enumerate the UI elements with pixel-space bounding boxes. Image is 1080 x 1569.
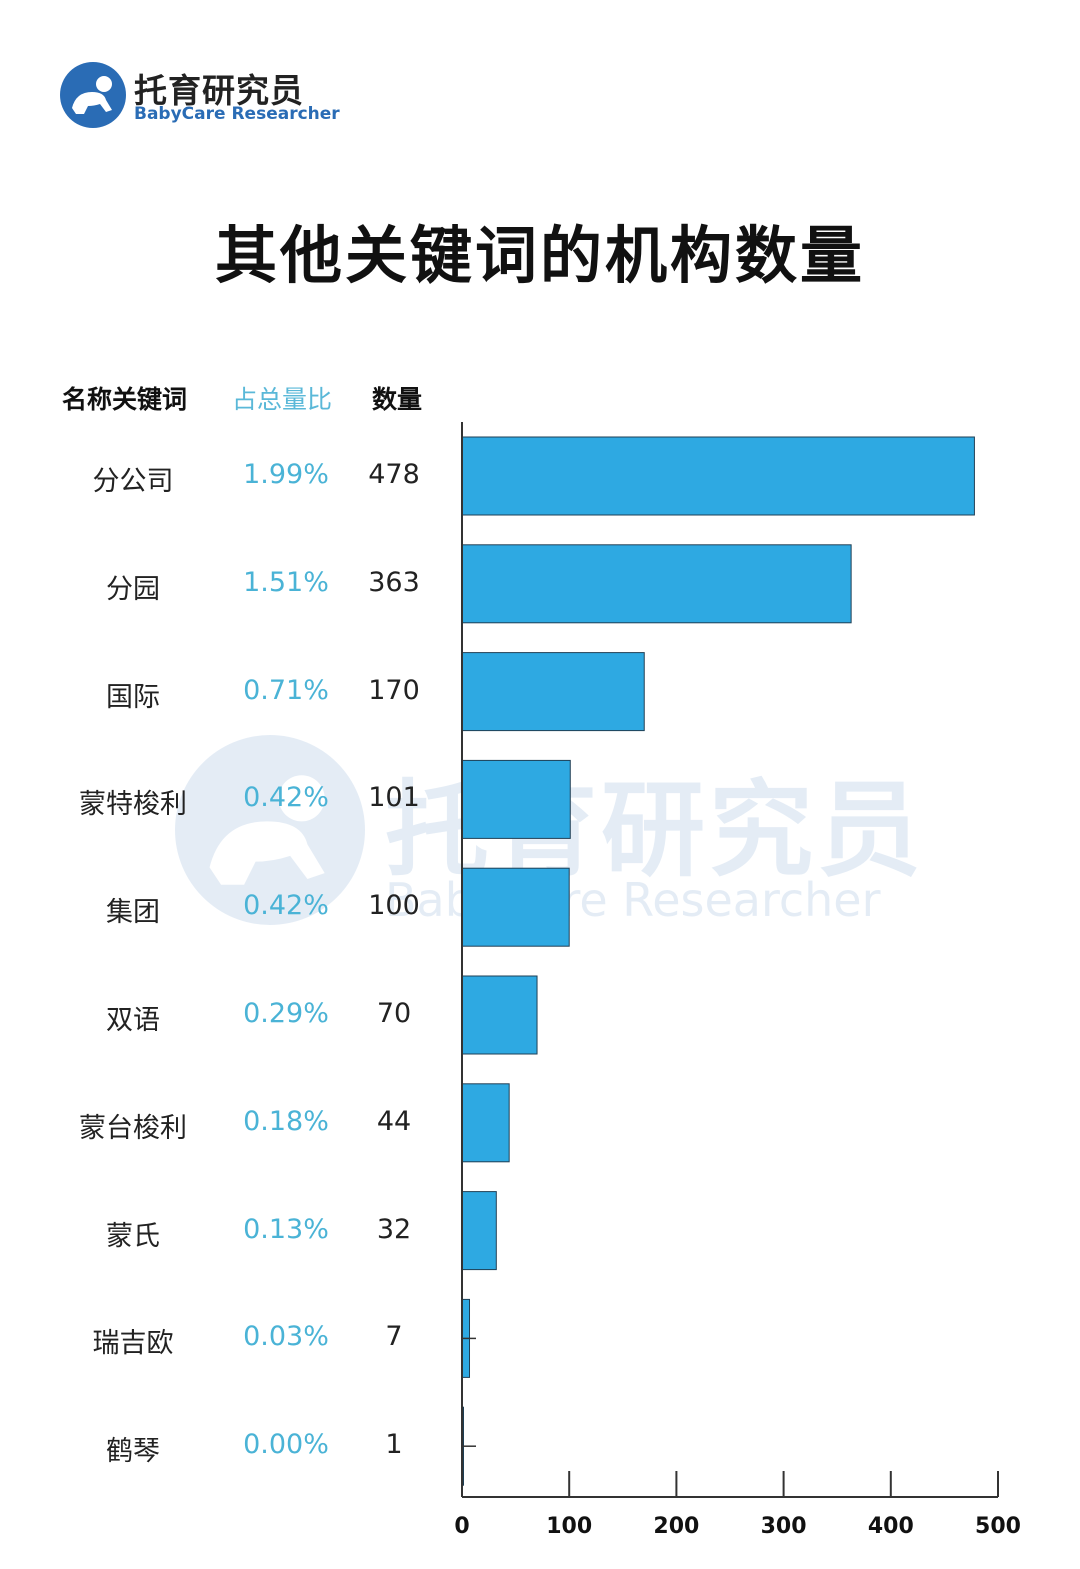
row-ratio-value: 1.51% xyxy=(243,566,329,598)
bar-蒙氏 xyxy=(461,1191,497,1271)
x-tick-label: 400 xyxy=(868,1514,914,1539)
row-count-value: 7 xyxy=(385,1321,403,1353)
row-category-label: 分公司 xyxy=(92,466,174,497)
row-ratio-value: 0.42% xyxy=(243,890,329,922)
chart-title: 其他关键词的机构数量 xyxy=(214,219,865,292)
row-count-value: 478 xyxy=(368,459,420,490)
row-count-value: 170 xyxy=(368,674,420,706)
row-count-value: 100 xyxy=(368,890,420,922)
row-category-label: 集团 xyxy=(106,897,160,929)
x-tick-label: 100 xyxy=(546,1514,592,1539)
row-count-value: 70 xyxy=(376,998,412,1029)
bar-蒙台梭利 xyxy=(461,1083,510,1163)
row-count-value: 32 xyxy=(376,1213,412,1245)
row-category-label: 国际 xyxy=(106,681,160,713)
logo-name-en: BabyCare Researcher xyxy=(134,104,340,124)
logo-name-cn: 托育研究员 xyxy=(134,71,304,110)
x-tick-label: 0 xyxy=(454,1514,469,1539)
row-ratio-value: 0.18% xyxy=(243,1105,329,1137)
row-count-value: 1 xyxy=(385,1429,403,1461)
header-name: 名称关键词 xyxy=(62,385,188,414)
row-ratio-value: 0.29% xyxy=(243,998,329,1029)
bar-蒙特梭利 xyxy=(461,759,571,839)
bar-分公司 xyxy=(461,436,975,516)
bar-双语 xyxy=(461,975,538,1055)
row-category-label: 双语 xyxy=(106,1005,160,1036)
row-count-value: 44 xyxy=(376,1105,412,1137)
row-ratio-value: 0.00% xyxy=(243,1429,329,1461)
row-category-label: 蒙台梭利 xyxy=(79,1112,187,1144)
row-ratio-value: 0.03% xyxy=(243,1321,329,1353)
row-count-value: 363 xyxy=(368,566,420,598)
x-tick-label: 200 xyxy=(653,1514,699,1539)
logo: 托育研究员 BabyCare Researcher xyxy=(60,62,360,132)
row-category-label: 蒙特梭利 xyxy=(79,789,187,821)
row-category-label: 瑞吉欧 xyxy=(92,1328,174,1360)
baby-crawling-icon xyxy=(60,62,126,128)
row-category-label: 分园 xyxy=(106,573,160,605)
row-category-label: 蒙氏 xyxy=(106,1220,160,1252)
x-tick-label: 500 xyxy=(975,1514,1021,1539)
row-ratio-value: 0.42% xyxy=(243,782,329,814)
row-count-value: 101 xyxy=(368,782,420,814)
row-ratio-value: 0.13% xyxy=(243,1213,329,1245)
row-ratio-value: 0.71% xyxy=(243,674,329,706)
header-ratio: 占总量比 xyxy=(232,385,333,414)
header-count: 数量 xyxy=(372,385,423,414)
x-tick-label: 300 xyxy=(761,1514,807,1539)
row-category-label: 鹤琴 xyxy=(106,1436,160,1468)
row-ratio-value: 1.99% xyxy=(243,459,329,490)
bar-国际 xyxy=(461,652,645,732)
bar-分园 xyxy=(461,544,852,624)
bar-集团 xyxy=(461,867,570,947)
